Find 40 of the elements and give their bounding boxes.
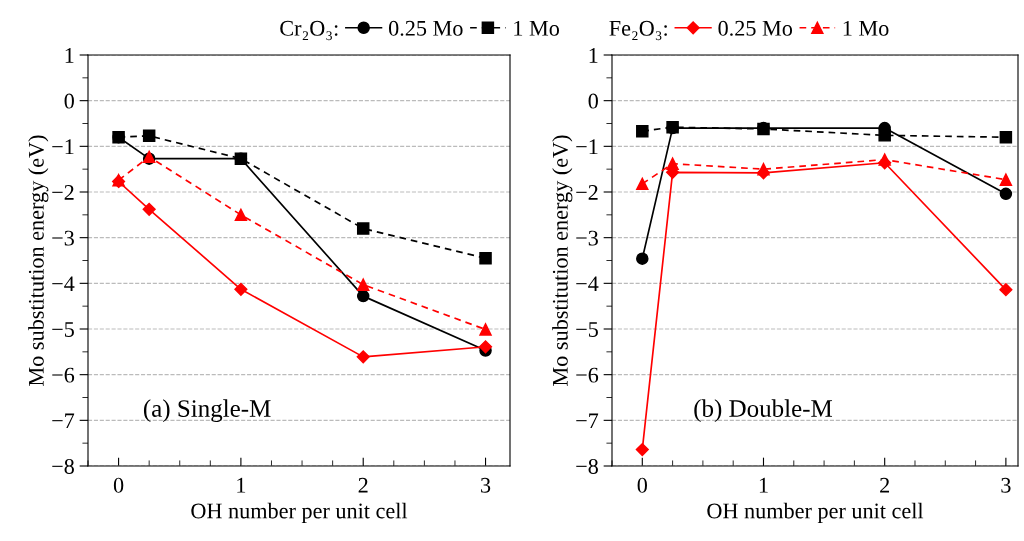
y-tick-label: −2 — [52, 184, 74, 200]
x-tick-label: 0 — [637, 477, 648, 493]
x-tick-label: 0 — [113, 477, 124, 493]
y-tick-label: −7 — [576, 413, 599, 429]
x-tick-label: 1 — [759, 477, 768, 493]
annotation: (b) Double-M — [694, 399, 833, 422]
y-tick-label: −1 — [576, 139, 598, 155]
x-tick-label: 2 — [880, 477, 890, 493]
y-tick-label: −2 — [576, 184, 598, 200]
legend-label: 1 Mo — [843, 20, 889, 36]
y-tick-label: −4 — [52, 276, 75, 292]
y-tick-label: −3 — [576, 230, 598, 246]
annotation: (a) Single-M — [143, 399, 271, 423]
y-tick-label: −8 — [576, 458, 598, 474]
y-tick-label: −5 — [52, 322, 74, 337]
y-tick-label: −7 — [52, 413, 75, 429]
y-tick-label: 1 — [65, 48, 74, 63]
y-tick-label: −8 — [52, 458, 74, 474]
x-tick-label: 2 — [358, 477, 368, 493]
x-tick-label: 3 — [481, 477, 491, 493]
y-tick-label: −6 — [52, 367, 75, 383]
x-tick-label: 3 — [1001, 477, 1011, 493]
y-tick-label: 0 — [64, 93, 74, 109]
x-axis-title: OH number per unit cell — [707, 502, 924, 523]
y-tick-label: −1 — [52, 139, 74, 155]
y-tick-label: −6 — [576, 367, 599, 383]
y-tick-label: −4 — [576, 276, 599, 292]
legend-label: 0.25 Mo — [388, 20, 463, 36]
y-tick-label: −5 — [576, 322, 598, 337]
y-axis-title: Mo substitution energy (eV) — [28, 135, 49, 386]
x-axis-title: OH number per unit cell — [191, 502, 408, 523]
y-axis-title: Mo substitution energy (eV) — [552, 135, 573, 386]
legend-label: 1 Mo — [514, 20, 560, 36]
text: Fe₂O₃: — [609, 20, 667, 41]
y-tick-label: −3 — [52, 230, 74, 246]
y-tick-label: 1 — [589, 48, 598, 63]
x-tick-label: 1 — [237, 477, 246, 493]
y-tick-label: 0 — [588, 93, 598, 109]
legend-label: 0.25 Mo — [718, 20, 793, 36]
text: Cr₂O₃: — [280, 20, 338, 41]
